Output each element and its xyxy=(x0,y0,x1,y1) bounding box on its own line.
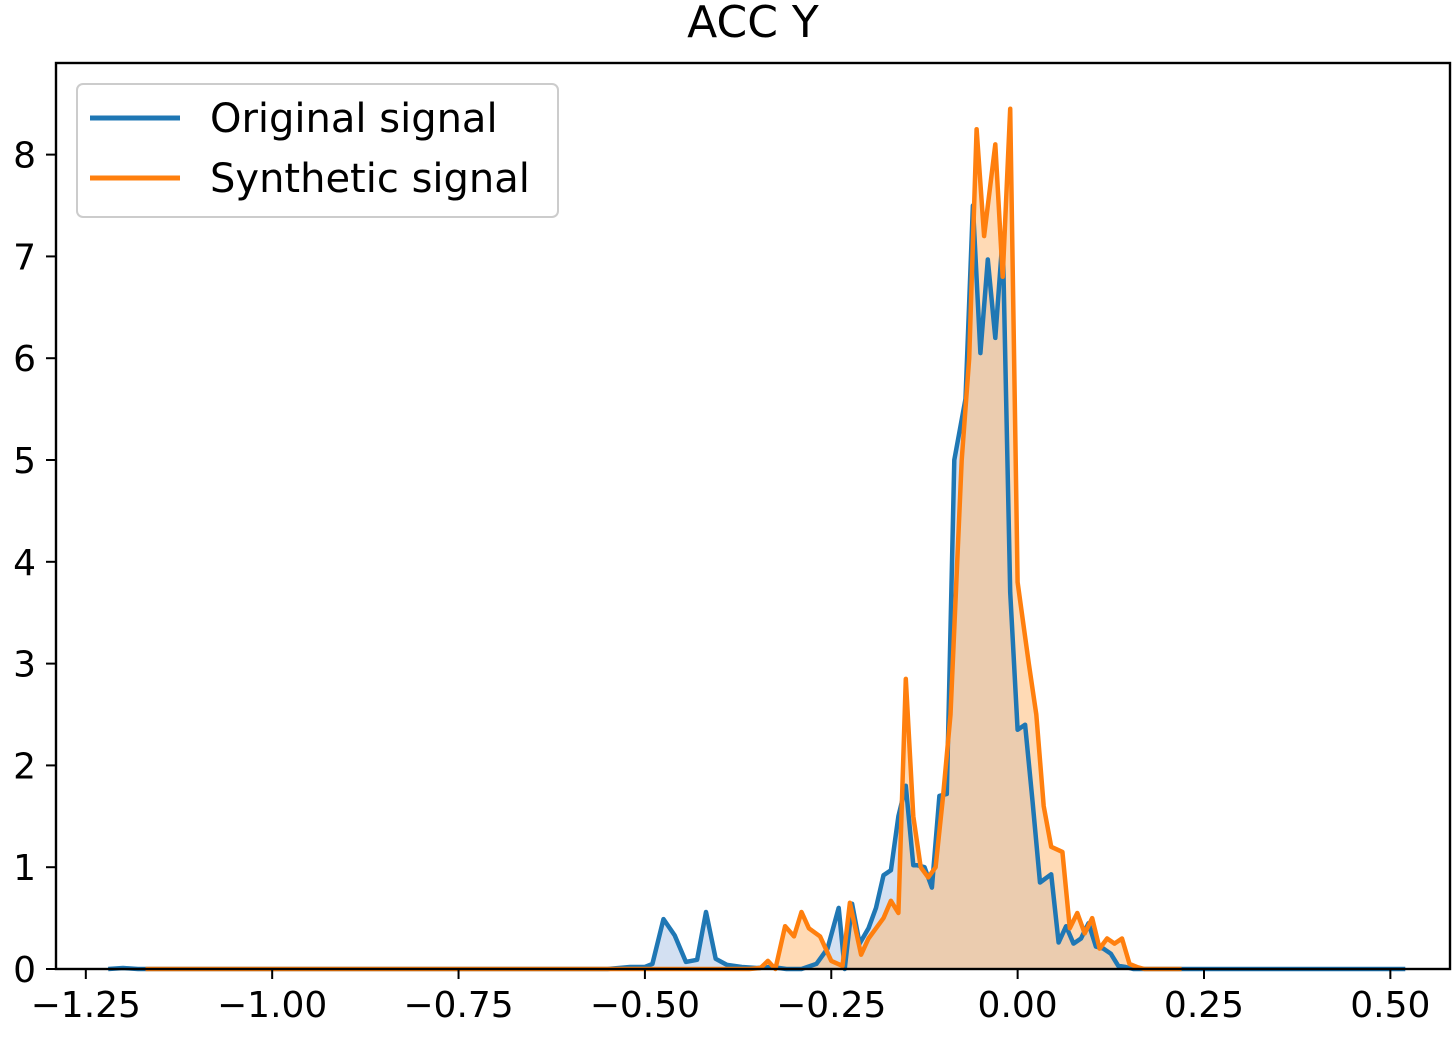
y-tick-label: 8 xyxy=(13,136,36,177)
x-tick-label: −0.75 xyxy=(403,985,513,1026)
legend: Original signal Synthetic signal xyxy=(76,83,559,218)
y-tick-label: 6 xyxy=(13,339,36,380)
chart-title: ACC Y xyxy=(687,0,819,48)
legend-label-synthetic: Synthetic signal xyxy=(210,156,530,202)
x-tick-label: −1.25 xyxy=(31,985,141,1026)
y-tick-label: 0 xyxy=(13,950,36,991)
y-axis: 0 1 2 3 4 5 6 7 8 xyxy=(13,136,56,991)
y-tick-label: 1 xyxy=(13,848,36,889)
legend-frame xyxy=(76,83,559,218)
axes-frame xyxy=(54,61,1452,971)
y-tick-label: 4 xyxy=(13,543,36,584)
y-tick-label: 3 xyxy=(13,645,36,686)
series-fills xyxy=(108,108,1406,970)
x-tick-label: −0.25 xyxy=(776,985,886,1026)
area-fill-synthetic-signal xyxy=(145,108,1182,970)
x-tick-label: 0.50 xyxy=(1350,985,1430,1026)
x-tick-label: 0.25 xyxy=(1164,985,1244,1026)
y-tick-label: 7 xyxy=(13,237,36,278)
x-axis: −1.25 −1.00 −0.75 −0.50 −0.25 0.00 0.25 0.50 xyxy=(31,969,1430,1026)
x-tick-label: −1.00 xyxy=(217,985,327,1026)
y-tick-label: 5 xyxy=(13,441,36,482)
legend-label-original: Original signal xyxy=(210,96,498,142)
x-tick-label: −0.50 xyxy=(590,985,700,1026)
y-tick-label: 2 xyxy=(13,746,36,787)
x-tick-label: 0.00 xyxy=(978,985,1058,1026)
